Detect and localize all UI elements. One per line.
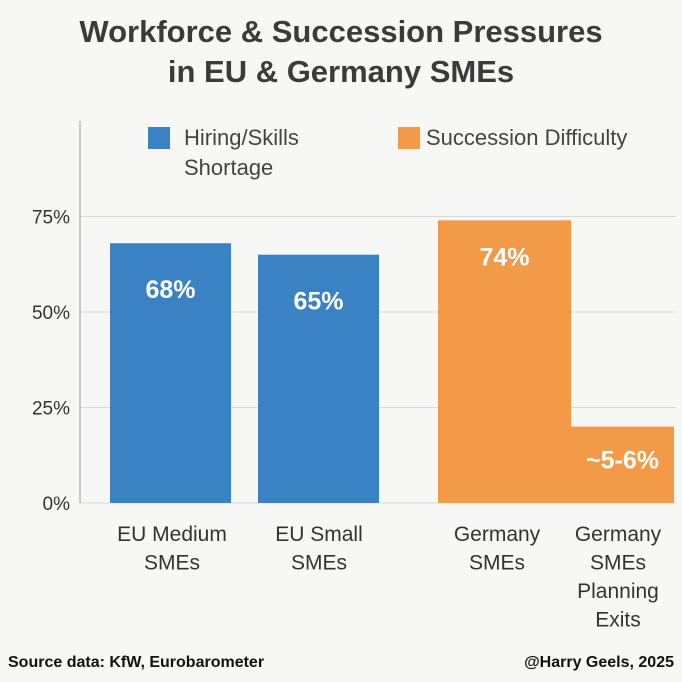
legend-label: Hiring/Skills <box>184 125 299 150</box>
credit-note: @Harry Geels, 2025 <box>524 654 674 671</box>
legend-swatch <box>148 127 170 149</box>
title-line-1: Workforce & Succession Pressures <box>79 14 603 49</box>
bar-value-label: 68% <box>145 276 195 304</box>
bar <box>438 220 571 503</box>
bar <box>571 426 674 503</box>
bar <box>110 243 231 504</box>
y-tick-label: 25% <box>32 399 70 420</box>
title-line-2: in EU & Germany SMEs <box>167 54 515 89</box>
y-tick-label: 75% <box>32 208 70 229</box>
x-category-label: Exits <box>595 609 641 632</box>
x-category-label: SMEs <box>291 552 347 575</box>
bar <box>258 254 379 503</box>
legend-swatch <box>398 127 420 149</box>
bar-value-label: 74% <box>479 243 529 271</box>
x-category-label: Germany <box>575 523 662 546</box>
source-note: Source data: KfW, Eurobarometer <box>8 654 265 671</box>
x-category-label: Planning <box>577 580 659 603</box>
y-tick-label: 0% <box>43 494 71 515</box>
x-category-label: SMEs <box>469 552 525 575</box>
y-tick-label: 50% <box>32 303 70 324</box>
x-category-label: SMEs <box>590 552 646 575</box>
legend-label: Succession Difficulty <box>426 125 627 150</box>
bar-value-label: ~5-6% <box>586 447 659 475</box>
bar-value-label: 65% <box>293 288 343 316</box>
x-category-label: Germany <box>454 523 541 546</box>
x-category-label: EU Small <box>275 523 363 546</box>
legend-label: Shortage <box>184 155 273 180</box>
x-category-label: EU Medium <box>117 523 227 546</box>
x-category-label: SMEs <box>144 552 200 575</box>
chart-title: Workforce & Succession Pressures in EU &… <box>0 12 682 92</box>
